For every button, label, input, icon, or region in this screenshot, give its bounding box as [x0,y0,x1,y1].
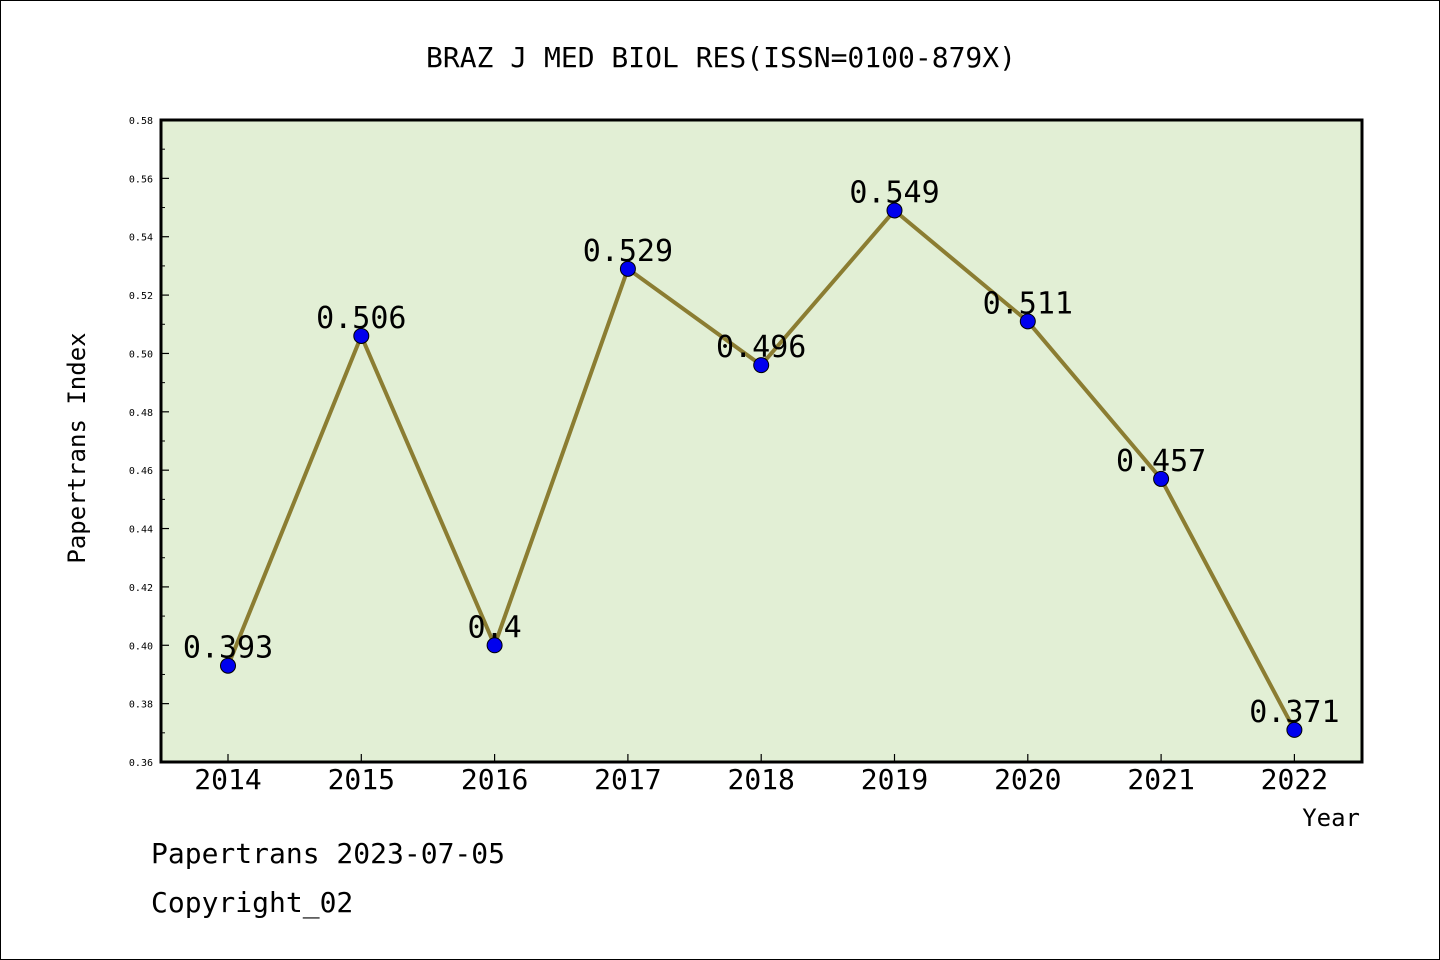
y-tick-label: 0.36 [129,758,153,769]
data-label: 0.549 [849,175,939,210]
x-tick-label: 2020 [994,763,1061,796]
y-tick-label: 0.58 [129,116,153,127]
data-point [1153,470,1170,487]
y-tick-label: 0.54 [129,233,153,244]
y-tick-label: 0.52 [129,291,153,302]
data-point [486,637,503,654]
chart-title: BRAZ J MED BIOL RES(ISSN=0100-879X) [426,41,1016,74]
data-point [753,357,770,374]
y-tick-label: 0.40 [129,641,153,652]
data-point [353,327,370,344]
y-tick-label: 0.44 [129,525,153,536]
footer-copyright-text: Copyright_02 [151,886,354,919]
y-tick-label: 0.42 [129,583,153,594]
data-label: 0.457 [1116,444,1206,479]
y-tick-label: 0.48 [129,408,153,419]
x-tick-label: 2021 [1127,763,1194,796]
y-tick-label: 0.50 [129,349,153,360]
footer-date-text: Papertrans 2023-07-05 [151,837,506,870]
x-tick-label: 2018 [727,763,794,796]
data-label: 0.496 [716,330,806,365]
x-tick-label: 2015 [328,763,395,796]
plot-area [159,118,1364,764]
data-label: 0.371 [1249,695,1339,730]
data-label: 0.511 [983,286,1073,321]
data-point [1019,313,1036,330]
data-label: 0.529 [583,234,673,269]
data-label: 0.393 [183,631,273,666]
y-tick-label: 0.38 [129,700,153,711]
data-label: 0.506 [316,301,406,336]
data-point [220,657,236,674]
x-tick-label: 2017 [594,763,661,796]
y-tick-label: 0.46 [129,466,153,477]
x-tick-label: 2019 [861,763,928,796]
data-label: 0.4 [468,610,522,645]
x-tick-label: 2022 [1261,763,1328,796]
y-tick-label: 0.56 [129,174,153,185]
y-axis-label: Papertrans Index [63,332,91,563]
data-point [1286,721,1303,738]
x-tick-label: 2016 [461,763,528,796]
data-point [886,202,903,219]
x-tick-label: 2014 [194,763,261,796]
data-point [619,260,636,277]
x-axis-label: Year [1302,804,1360,832]
